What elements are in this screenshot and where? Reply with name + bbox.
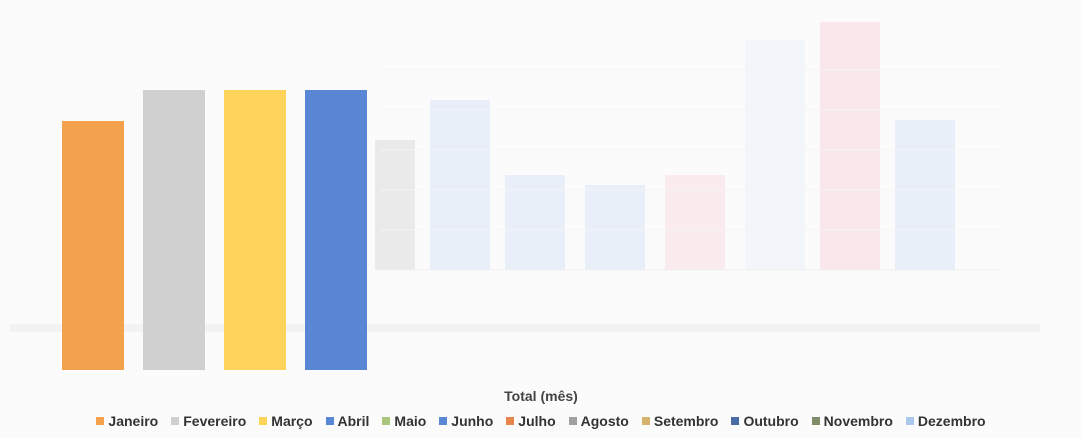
legend-label: Junho [451,413,494,429]
legend-swatch [259,417,268,425]
legend-label: Março [271,413,313,429]
legend-label: Abril [337,413,370,429]
bar-março [224,90,286,370]
legend-item-dezembro: Dezembro [905,413,986,429]
legend-swatch [439,417,448,425]
legend-label: Agosto [580,413,629,429]
legend-label: Fevereiro [183,413,247,429]
legend-item-setembro: Setembro [641,413,719,429]
legend-swatch [811,417,820,425]
legend-label: Julho [518,413,556,429]
legend-item-agosto: Agosto [568,413,629,429]
legend-item-maio: Maio [382,413,426,429]
legend-item-julho: Julho [506,413,556,429]
legend-item-fevereiro: Fevereiro [171,413,246,429]
legend-item-novembro: Novembro [811,413,893,429]
bar-abril [305,90,367,370]
chart-legend: Janeiro Fevereiro Março Abril Maio Junho Julho… [0,413,1082,429]
legend-swatch [568,417,577,425]
legend-label: Janeiro [108,413,159,429]
legend-label: Setembro [653,413,719,429]
legend-swatch [171,417,180,425]
legend-swatch [506,417,515,425]
legend-item-março: Março [259,413,313,429]
legend-item-abril: Abril [325,413,370,429]
legend-label: Outubro [743,413,799,429]
legend-label: Maio [394,413,427,429]
legend-swatch [382,417,391,425]
legend-swatch [641,417,650,425]
legend-label: Novembro [823,413,893,429]
legend-swatch [325,417,334,425]
legend-item-junho: Junho [439,413,493,429]
bar-janeiro [62,121,124,370]
legend-label: Dezembro [917,413,986,429]
bar-fevereiro [143,90,205,370]
legend-item-outubro: Outubro [731,413,799,429]
legend-item-janeiro: Janeiro [96,413,158,429]
legend-swatch [731,417,740,425]
x-axis-title: Total (mês) [504,388,578,404]
legend-swatch [96,417,105,425]
legend-swatch [905,417,914,425]
